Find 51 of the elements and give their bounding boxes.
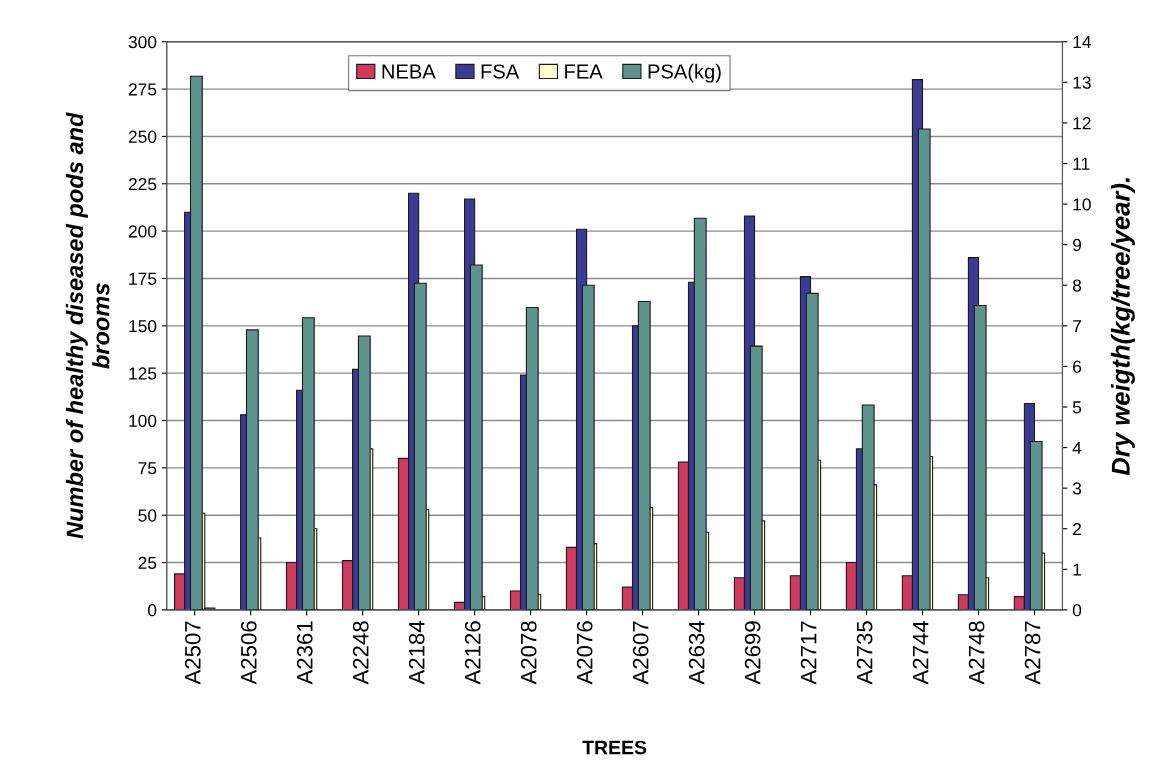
- y2-tick-label: 9: [1073, 238, 1082, 252]
- y-tick-label: 150: [129, 319, 157, 333]
- y2-tick-label: 10: [1073, 198, 1091, 211]
- y-tick-label: 275: [128, 83, 157, 96]
- y2-tick-label: 3: [1072, 482, 1082, 495]
- y2-tick-label: 6: [1073, 360, 1082, 373]
- legend-label: NEBA: [382, 64, 436, 79]
- y-tick-label: 250: [128, 130, 157, 143]
- legend-label: FEA: [565, 64, 603, 79]
- legend-label: PSA(kg): [648, 63, 721, 83]
- y2-tick-label: 11: [1073, 157, 1090, 170]
- y2-tick-label: 14: [1073, 36, 1091, 49]
- x-tick-label: A2506: [240, 621, 257, 685]
- x-tick-label: A2248: [352, 621, 369, 685]
- x-tick-label: A2076: [576, 621, 593, 685]
- x-tick-label: A2735: [856, 621, 873, 685]
- x-tick-label: A2184: [408, 620, 425, 685]
- x-tick-label: A2361: [296, 621, 313, 685]
- x-tick-label: A2607: [632, 621, 649, 685]
- y-tick-label: 125: [129, 367, 157, 380]
- x-tick-label: A2078: [520, 621, 537, 685]
- x-tick-label: A2748: [968, 621, 985, 685]
- x-tick-label: A2126: [464, 621, 481, 685]
- y-tick-label: 25: [138, 556, 157, 570]
- y2-tick-label: 0: [1072, 604, 1082, 617]
- x-tick-label: A2507: [184, 621, 201, 685]
- x-axis-title: TREES: [582, 740, 647, 755]
- legend-label: FSA: [481, 64, 520, 79]
- x-tick-label: A2787: [1024, 621, 1041, 685]
- y-axis-title: Number of healthy diseased pods and brooms: [65, 112, 110, 539]
- y2-axis-title: Dry weigth(kg/tree/year).: [1110, 178, 1135, 476]
- x-tick-label: A2699: [744, 621, 761, 685]
- y-tick-label: 50: [138, 509, 157, 522]
- y2-tick-label: 12: [1073, 117, 1091, 130]
- y-tick-label: 300: [128, 35, 157, 49]
- y-tick-label: 75: [138, 462, 157, 475]
- y2-tick-label: 13: [1073, 76, 1091, 89]
- y-tick-label: 225: [128, 177, 157, 191]
- x-tick-label: A2744: [912, 620, 929, 685]
- x-tick-label: A2717: [800, 621, 817, 685]
- y2-tick-label: 8: [1072, 279, 1082, 292]
- y-tick-label: 175: [129, 272, 157, 285]
- x-tick-label: A2634: [688, 620, 705, 685]
- y2-tick-label: 2: [1073, 522, 1081, 536]
- y2-tick-label: 4: [1072, 441, 1082, 454]
- y-tick-label: 200: [128, 225, 157, 238]
- y2-tick-label: 1: [1073, 563, 1081, 576]
- y2-tick-label: 7: [1073, 320, 1081, 333]
- y2-tick-label: 5: [1072, 401, 1082, 414]
- y-tick-label: 100: [129, 414, 157, 427]
- y-tick-label: 0: [148, 604, 157, 617]
